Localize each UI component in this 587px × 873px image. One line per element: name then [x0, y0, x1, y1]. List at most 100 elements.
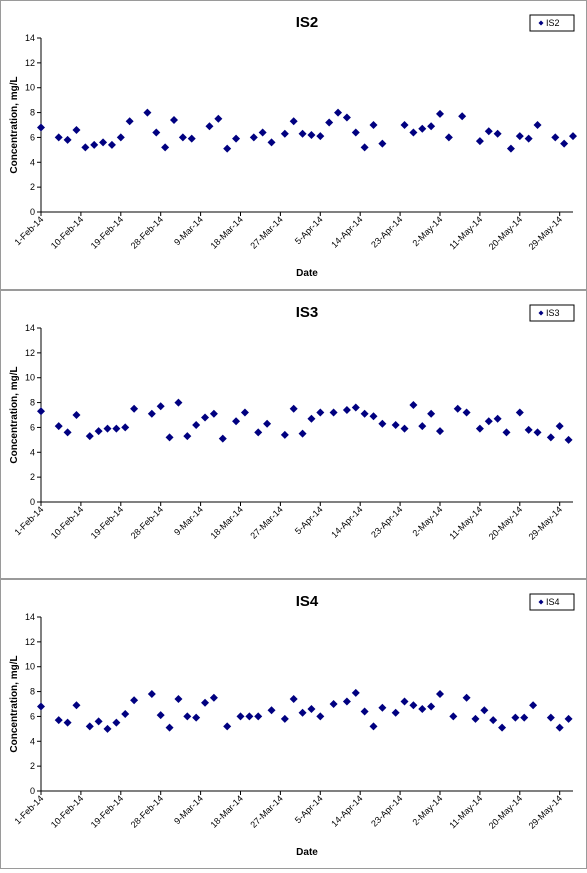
data-point [555, 422, 564, 431]
data-point [427, 122, 436, 131]
data-point [546, 713, 555, 722]
data-point [254, 428, 263, 437]
x-tick-label: 27-Mar-14 [248, 793, 284, 829]
data-point [475, 424, 484, 433]
data-point [555, 723, 564, 732]
legend: IS3 [529, 304, 575, 322]
data-point [444, 133, 453, 142]
legend-marker [538, 310, 544, 316]
x-tick-label: 20-May-14 [487, 793, 524, 830]
data-point [130, 404, 139, 413]
x-tick-label: 11-May-14 [447, 214, 484, 251]
legend: IS4 [529, 593, 575, 611]
data-point [334, 108, 343, 117]
data-point [378, 419, 387, 428]
data-point [400, 697, 409, 706]
y-tick-label: 12 [25, 348, 35, 358]
data-point [502, 428, 511, 437]
x-tick-label: 23-Apr-14 [369, 793, 404, 828]
legend-marker [538, 20, 544, 26]
data-point [263, 419, 272, 428]
x-tick-label: 29-May-14 [527, 793, 564, 830]
data-point [218, 434, 227, 443]
data-point [240, 408, 249, 417]
x-axis-label: Date [296, 268, 318, 279]
data-point [498, 723, 507, 732]
data-point [125, 117, 134, 126]
chart-title: IS4 [296, 593, 319, 610]
data-point [546, 433, 555, 442]
data-point [378, 139, 387, 148]
y-tick-label: 8 [30, 398, 35, 408]
data-point [72, 125, 81, 134]
x-tick-label: 19-Feb-14 [89, 214, 125, 250]
x-tick-label: 20-May-14 [487, 504, 524, 541]
data-point [37, 702, 45, 711]
x-tick-label: 11-May-14 [447, 504, 484, 541]
x-tick-label: 19-Feb-14 [89, 793, 125, 829]
data-point [529, 701, 538, 710]
x-tick-label: 18-Mar-14 [208, 504, 244, 540]
data-point [37, 123, 45, 132]
data-point [232, 134, 241, 143]
data-point [458, 112, 467, 121]
x-tick-label: 29-May-14 [527, 214, 564, 251]
data-point [409, 401, 418, 410]
data-point [161, 143, 170, 152]
x-tick-label: 1-Feb-14 [13, 214, 46, 247]
x-tick-label: 27-Mar-14 [248, 504, 284, 540]
data-point [325, 118, 334, 127]
legend: IS2 [529, 14, 575, 32]
data-point [147, 690, 156, 699]
y-tick-label: 0 [30, 497, 35, 507]
data-point [112, 718, 121, 727]
data-point [289, 404, 298, 413]
data-point [462, 693, 471, 702]
data-point [63, 428, 72, 437]
x-tick-label: 23-Apr-14 [369, 214, 404, 249]
data-point [409, 701, 418, 710]
y-tick-label: 8 [30, 108, 35, 118]
data-point [369, 121, 378, 129]
y-tick-label: 0 [30, 207, 35, 217]
data-point [493, 129, 502, 138]
y-axis-label: Concentration, mg/L [9, 366, 20, 463]
data-point [205, 122, 214, 131]
y-tick-label: 10 [25, 373, 35, 383]
legend-box [529, 304, 575, 322]
data-point [112, 424, 121, 433]
data-point [174, 398, 183, 407]
data-point [254, 712, 263, 721]
data-point [436, 690, 444, 699]
data-point [342, 113, 351, 122]
data-point [116, 133, 125, 142]
data-point [143, 108, 152, 117]
data-point [409, 128, 418, 137]
data-point [130, 696, 139, 705]
data-point [520, 713, 529, 722]
data-point [249, 133, 258, 142]
data-point [94, 427, 103, 436]
data-point [209, 693, 218, 702]
y-tick-label: 8 [30, 687, 35, 697]
data-point [475, 137, 484, 146]
x-tick-label: 9-Mar-14 [172, 214, 205, 247]
data-point [484, 127, 493, 136]
data-point [515, 132, 524, 141]
data-point [449, 712, 458, 721]
data-point [236, 712, 245, 721]
data-point [152, 128, 161, 137]
data-point [192, 713, 201, 722]
data-point [54, 133, 63, 142]
data-point [307, 704, 316, 713]
legend-label: IS4 [546, 597, 560, 607]
data-point [427, 702, 436, 711]
data-point [37, 407, 45, 416]
chart-svg: IS2 0 2 4 6 8 10 12 14 1-Feb-14 10-Feb-14 19-Feb-14… [9, 14, 577, 279]
data-point [515, 408, 524, 417]
data-point [307, 130, 316, 139]
data-point [232, 417, 241, 426]
x-tick-label: 27-Mar-14 [248, 214, 284, 250]
data-point [121, 709, 130, 718]
x-tick-label: 28-Feb-14 [129, 793, 165, 829]
